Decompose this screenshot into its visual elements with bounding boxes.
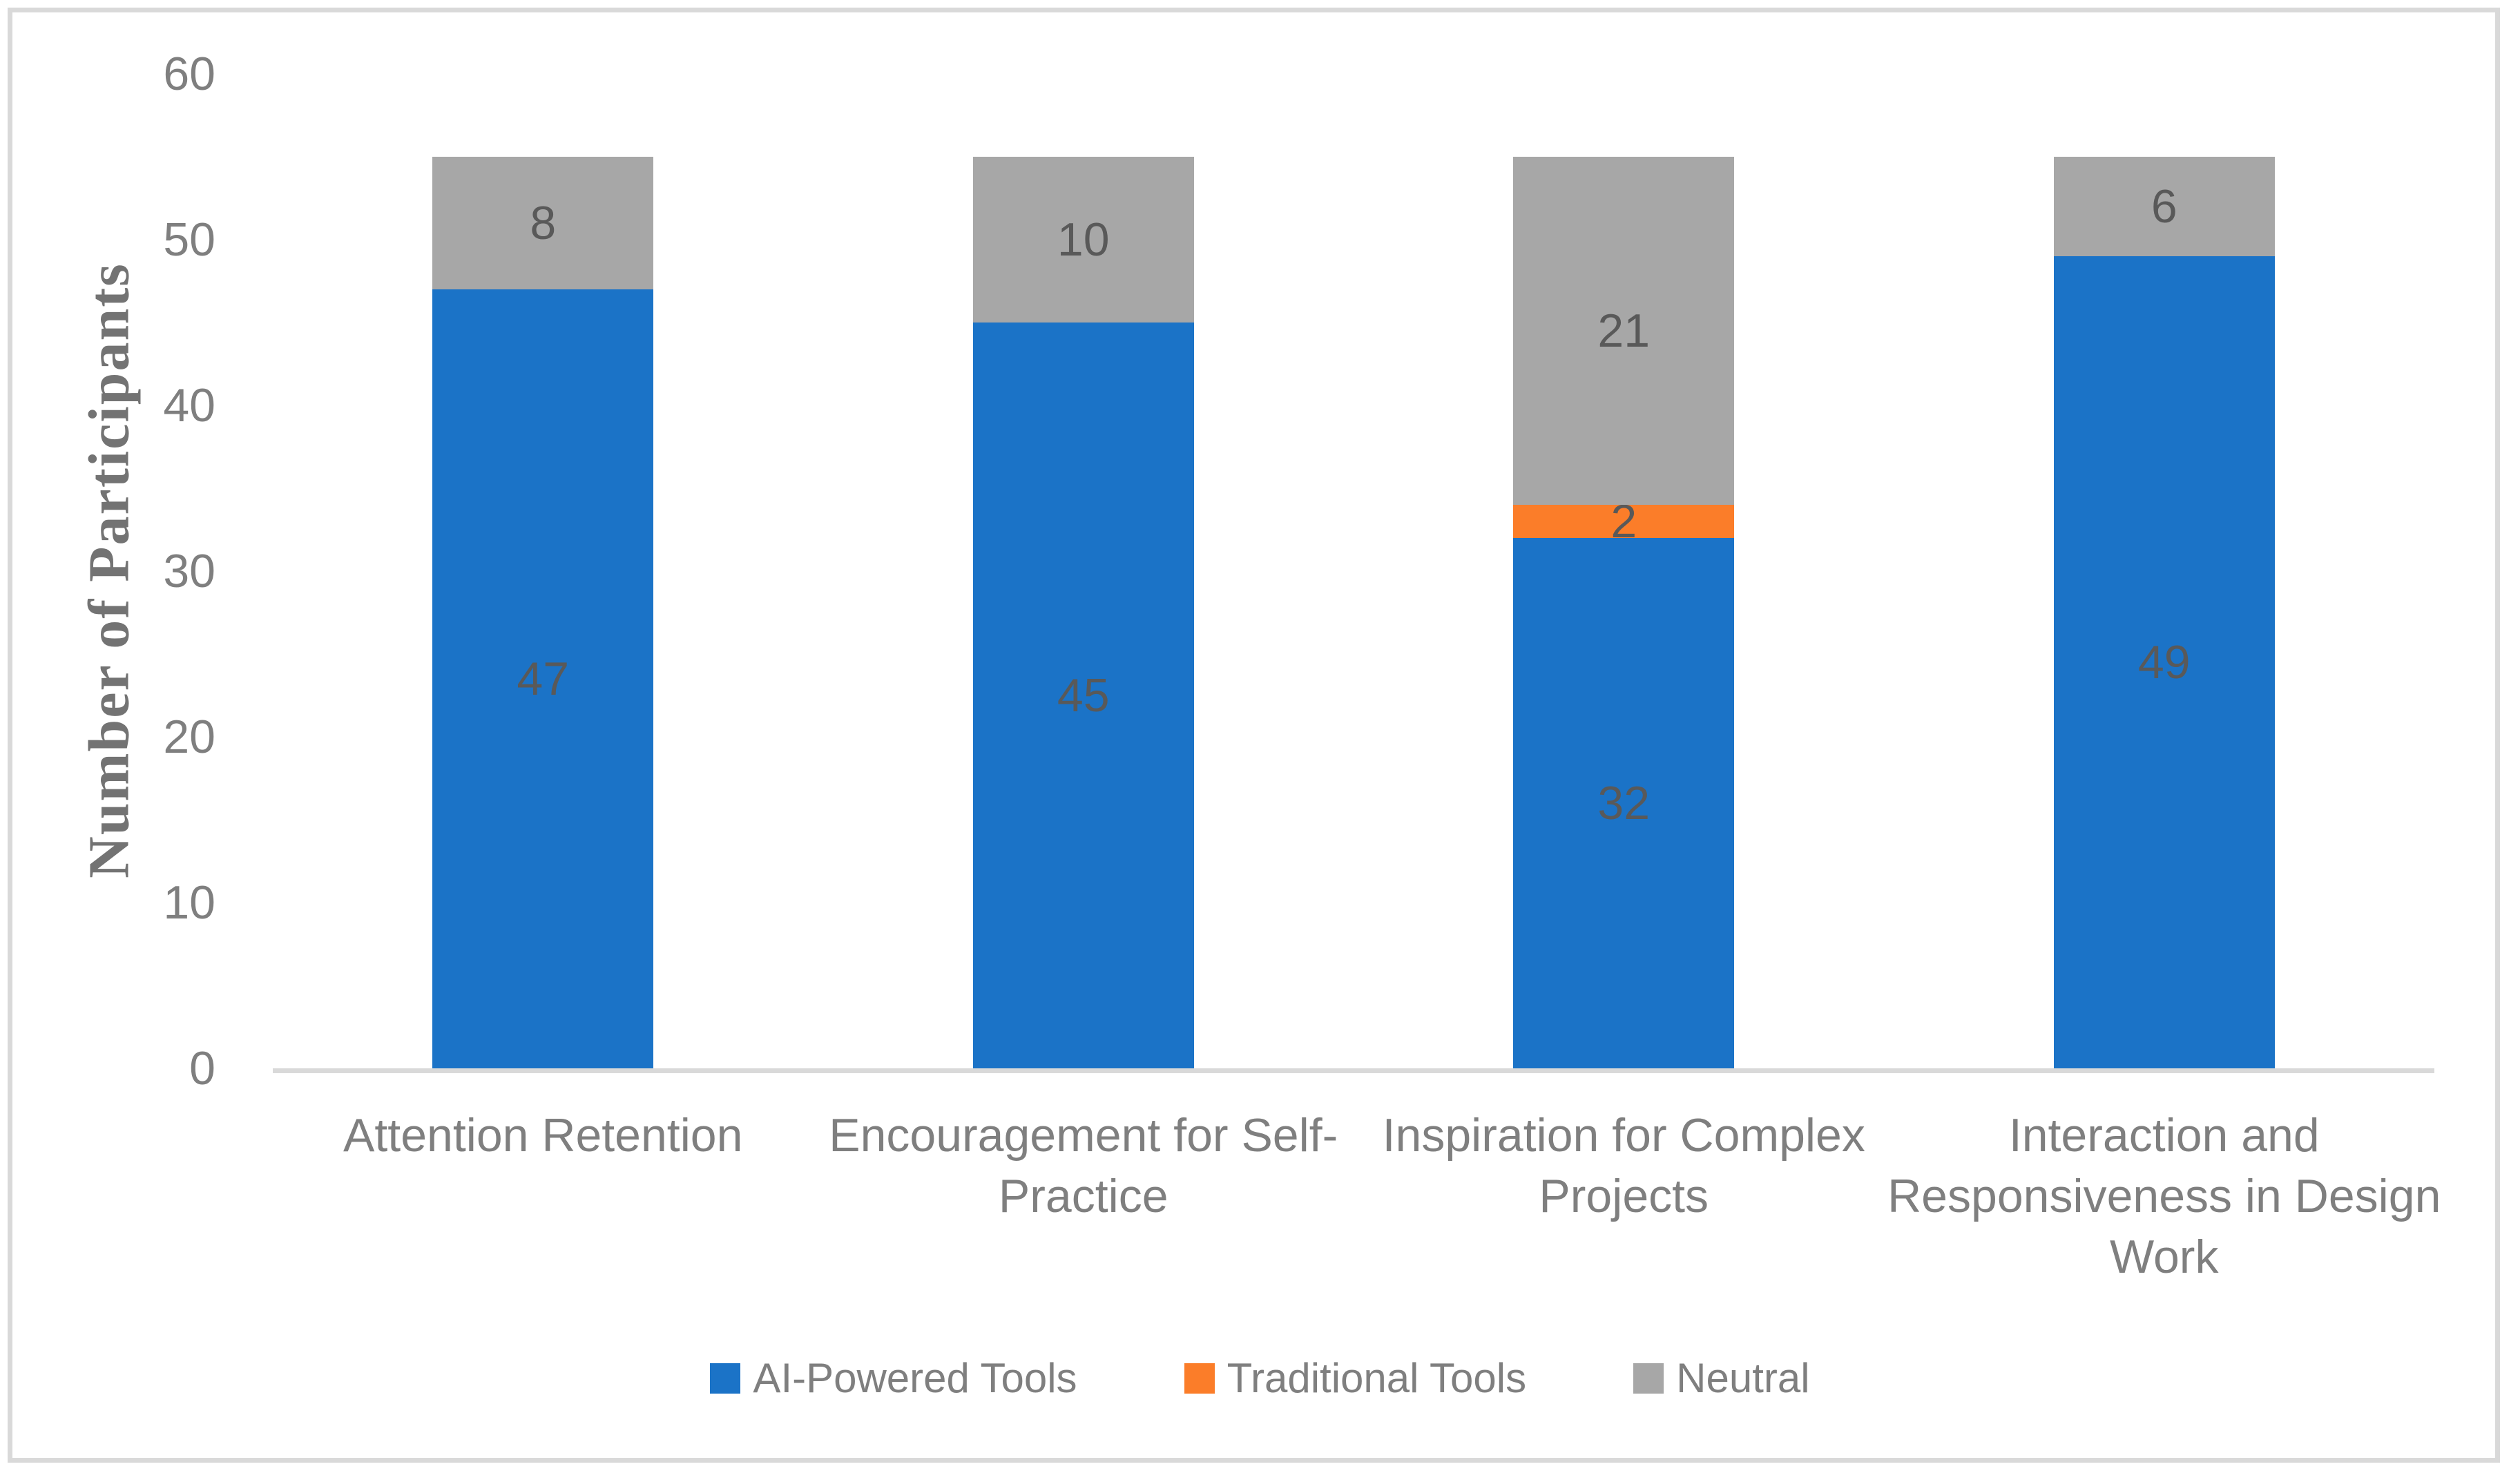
bar-inspiration-for-complex-projects: 32 2 21: [1513, 74, 1735, 1068]
bar-segment-neutral: [972, 157, 1194, 323]
bar-segment-ai-powered-tools: [432, 289, 654, 1068]
legend-label: Neutral: [1676, 1355, 1810, 1401]
bar-segment-ai-powered-tools: [972, 323, 1194, 1068]
legend: AI-Powered Tools Traditional Tools Neutral: [0, 1358, 2520, 1399]
y-axis-tick-label: 0: [189, 1042, 215, 1095]
bar-segment-ai-powered-tools: [1513, 538, 1735, 1068]
legend-item-ai-powered-tools: AI-Powered Tools: [710, 1358, 1077, 1399]
legend-swatch-ai-powered-tools: [710, 1363, 741, 1394]
x-axis-category-labels: Attention Retention Encouragement for Sel…: [273, 1105, 2441, 1326]
x-axis-label-inspiration-for-complex-projects: Inspiration for Complex Projects: [1382, 1109, 1865, 1222]
legend-item-traditional-tools: Traditional Tools: [1184, 1355, 1527, 1401]
legend-swatch-neutral: [1633, 1363, 1664, 1394]
legend-label: AI-Powered Tools: [753, 1355, 1077, 1401]
legend-swatch-traditional-tools: [1184, 1363, 1215, 1394]
y-axis-tick-label: 50: [163, 213, 215, 266]
y-axis-tick-label: 10: [163, 876, 215, 929]
x-axis-label-interaction-and-responsiveness-in-design-work: Interaction and Responsiveness in Design…: [1887, 1109, 2441, 1283]
x-axis-label-attention-retention: Attention Retention: [343, 1109, 743, 1162]
bar-attention-retention: 47 8: [432, 74, 654, 1068]
bar-segment-neutral: [1513, 157, 1735, 505]
y-axis-tick-label: 40: [163, 379, 215, 432]
legend-label: Traditional Tools: [1227, 1355, 1527, 1401]
legend-item-neutral: Neutral: [1633, 1355, 1810, 1401]
bar-segment-ai-powered-tools: [2053, 256, 2275, 1068]
bar-segment-traditional-tools: [1513, 505, 1735, 538]
y-axis-tick-label: 20: [163, 711, 215, 763]
y-axis-tick-label: 60: [163, 48, 215, 100]
bar-segment-neutral: [2053, 157, 2275, 256]
plot-area: 47 8 45 10 32 2 21 49 6: [273, 74, 2434, 1073]
bar-interaction-and-responsiveness-in-design-work: 49 6: [2053, 74, 2275, 1068]
bar-encouragement-for-self-practice: 45 10: [972, 74, 1194, 1068]
y-axis-tick-label: 30: [163, 545, 215, 597]
x-axis-label-encouragement-for-self-practice: Encouragement for Self- Practice: [829, 1109, 1338, 1222]
bar-segment-neutral: [432, 157, 654, 289]
